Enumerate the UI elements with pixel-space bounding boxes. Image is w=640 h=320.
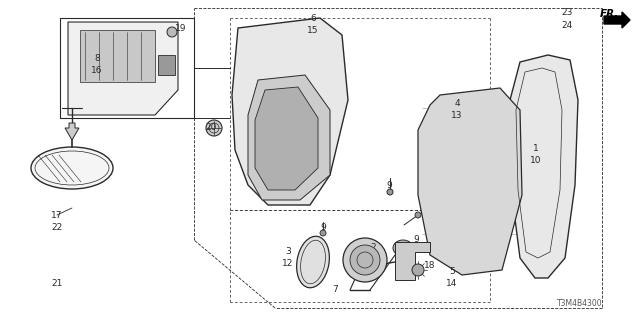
Text: 4: 4 — [454, 99, 460, 108]
Text: 8: 8 — [94, 53, 100, 62]
Text: 23: 23 — [561, 7, 573, 17]
Ellipse shape — [393, 240, 413, 256]
Circle shape — [167, 27, 177, 37]
Text: 6: 6 — [310, 13, 316, 22]
Circle shape — [350, 245, 380, 275]
Text: 9: 9 — [413, 236, 419, 244]
Text: 7: 7 — [332, 285, 338, 294]
Circle shape — [320, 230, 326, 236]
Text: 17: 17 — [51, 211, 63, 220]
Ellipse shape — [31, 147, 113, 189]
Text: 3: 3 — [285, 247, 291, 257]
Polygon shape — [248, 75, 330, 200]
Polygon shape — [255, 87, 318, 190]
Ellipse shape — [296, 236, 330, 288]
Text: 14: 14 — [446, 279, 458, 289]
Polygon shape — [80, 30, 155, 82]
Text: 13: 13 — [451, 110, 463, 119]
Circle shape — [387, 189, 393, 195]
Text: 10: 10 — [531, 156, 541, 164]
Polygon shape — [65, 123, 79, 140]
Text: T3M4B4300: T3M4B4300 — [557, 299, 603, 308]
Polygon shape — [418, 88, 522, 275]
Text: 5: 5 — [449, 268, 455, 276]
Text: 24: 24 — [561, 20, 573, 29]
Text: 9: 9 — [386, 180, 392, 189]
Polygon shape — [604, 12, 630, 28]
Text: 15: 15 — [307, 26, 319, 35]
Polygon shape — [395, 242, 430, 280]
Circle shape — [343, 238, 387, 282]
Polygon shape — [232, 18, 348, 205]
Text: FR.: FR. — [600, 9, 620, 19]
Circle shape — [415, 212, 421, 218]
Text: 11: 11 — [367, 255, 379, 265]
Text: 12: 12 — [282, 260, 294, 268]
Text: 1: 1 — [533, 143, 539, 153]
Text: 20: 20 — [205, 123, 217, 132]
Polygon shape — [158, 55, 175, 75]
Text: 21: 21 — [51, 279, 63, 289]
Circle shape — [206, 120, 222, 136]
Text: 22: 22 — [51, 223, 63, 233]
Text: 9: 9 — [320, 223, 326, 233]
Text: 16: 16 — [92, 66, 103, 75]
Circle shape — [412, 264, 424, 276]
Polygon shape — [510, 55, 578, 278]
Text: 2: 2 — [370, 244, 376, 252]
Text: 18: 18 — [424, 260, 436, 269]
Polygon shape — [68, 22, 178, 115]
Text: 19: 19 — [175, 23, 187, 33]
